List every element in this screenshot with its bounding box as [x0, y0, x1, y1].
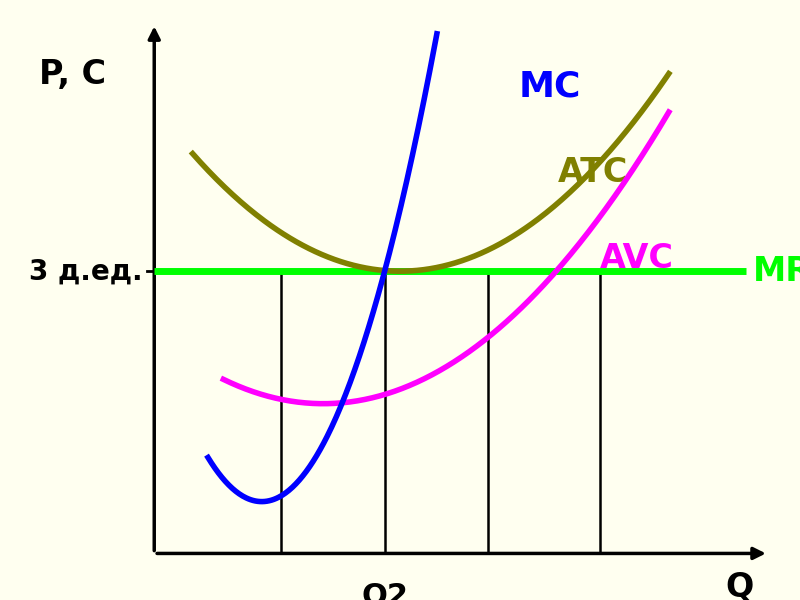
Text: 3 д.ед.: 3 д.ед.	[29, 257, 142, 285]
Text: Q2: Q2	[361, 582, 408, 600]
Text: Q: Q	[725, 571, 754, 600]
Text: AVC: AVC	[600, 242, 674, 275]
Text: P, C: P, C	[39, 58, 106, 91]
Text: MR2: MR2	[754, 254, 800, 287]
Text: MC: MC	[519, 70, 582, 104]
Text: ATC: ATC	[558, 156, 628, 189]
